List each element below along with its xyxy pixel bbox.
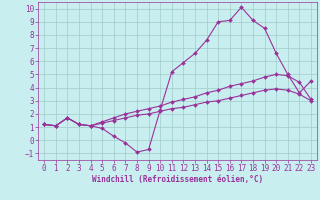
X-axis label: Windchill (Refroidissement éolien,°C): Windchill (Refroidissement éolien,°C) (92, 175, 263, 184)
